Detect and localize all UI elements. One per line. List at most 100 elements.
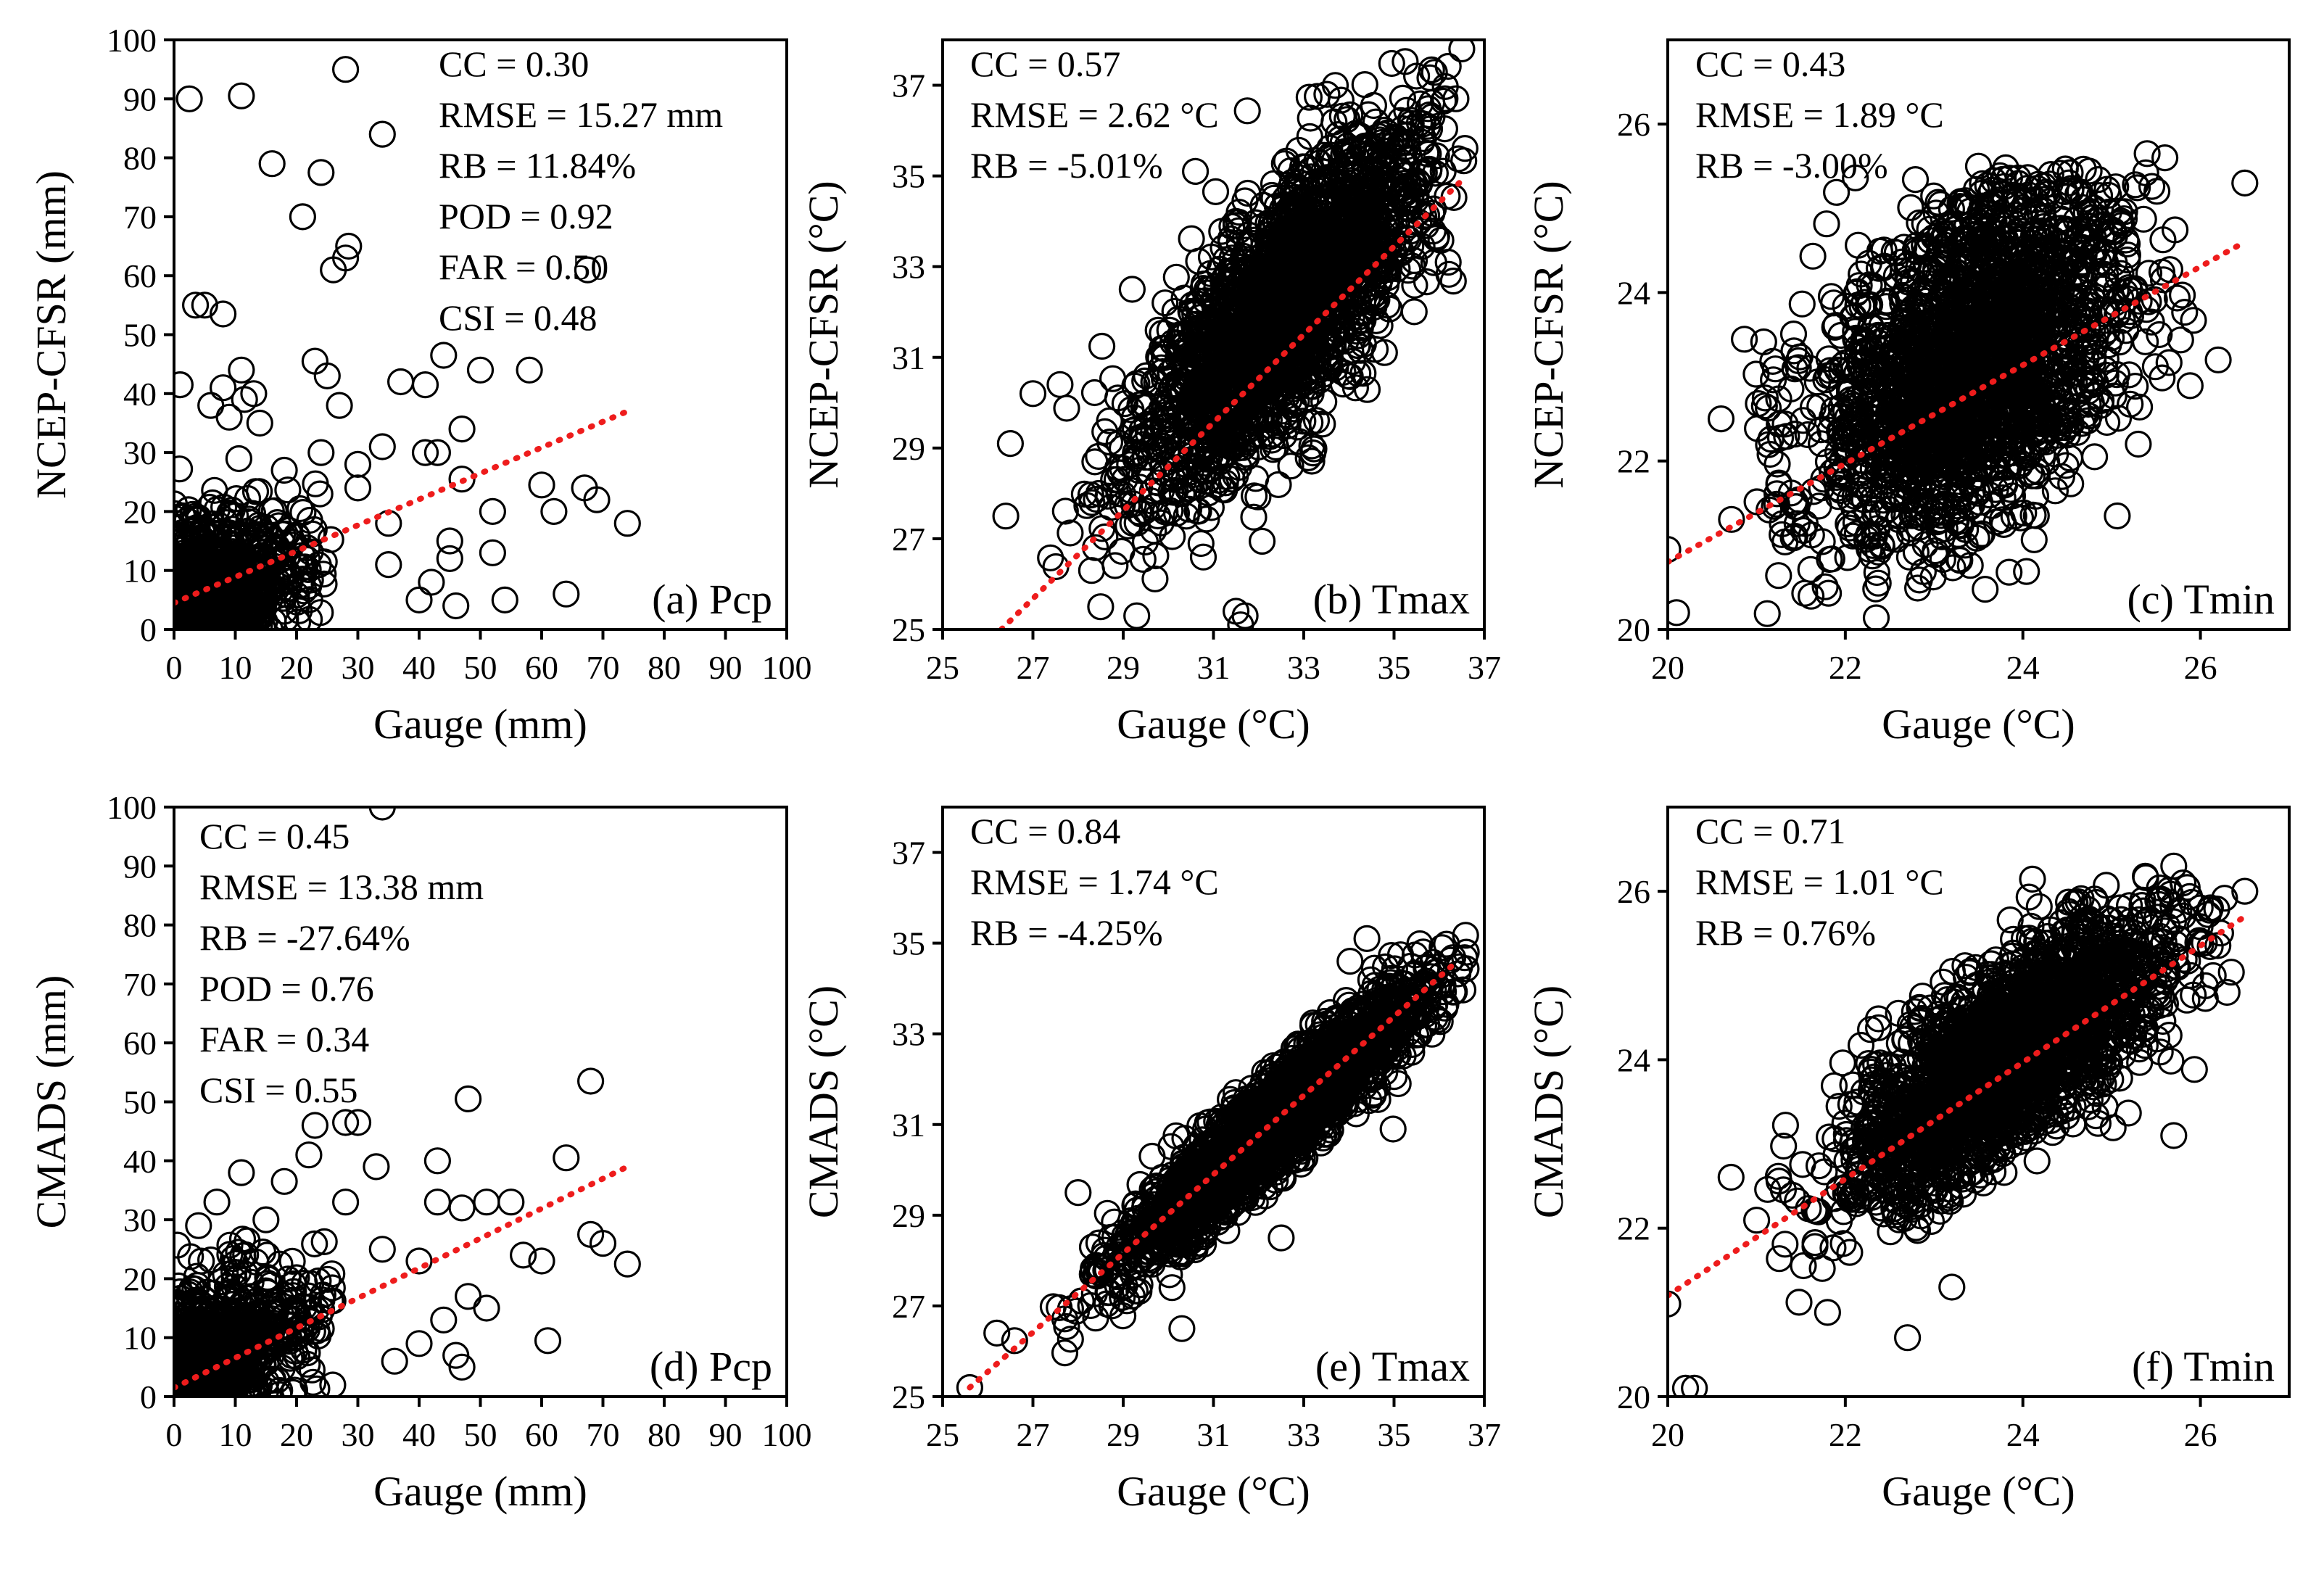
- data-point: [1414, 112, 1442, 140]
- data-point: [2156, 256, 2183, 284]
- data-point: [1123, 602, 1151, 629]
- data-point: [1188, 441, 1215, 468]
- x-tick-label: 25: [926, 649, 959, 686]
- data-point: [448, 415, 476, 443]
- data-point: [255, 579, 282, 606]
- data-point: [1252, 285, 1281, 313]
- data-point: [375, 550, 402, 579]
- data-point: [231, 386, 258, 413]
- stat-line: CC = 0.57: [970, 44, 1120, 84]
- scatter-points: [1668, 140, 2259, 629]
- data-point: [2022, 482, 2050, 510]
- data-point: [1107, 459, 1134, 487]
- data-point: [1235, 402, 1262, 429]
- plot-frame: [173, 38, 788, 631]
- data-point: [1314, 205, 1341, 233]
- data-point: [215, 403, 243, 431]
- data-point: [1248, 404, 1275, 431]
- data-point: [1221, 248, 1249, 276]
- data-point: [1320, 272, 1348, 299]
- data-point: [1389, 84, 1417, 112]
- data-point: [1303, 83, 1331, 110]
- x-tick-label: 20: [1651, 649, 1684, 686]
- data-point: [1313, 80, 1341, 108]
- data-point: [516, 356, 543, 384]
- data-point: [1159, 466, 1188, 493]
- data-point: [1088, 332, 1116, 360]
- data-point: [1370, 170, 1398, 197]
- data-point: [1336, 204, 1364, 231]
- data-point: [306, 480, 334, 508]
- data-point: [1303, 347, 1331, 375]
- data-point: [175, 85, 203, 112]
- data-point: [1051, 497, 1079, 525]
- data-point: [1142, 542, 1170, 570]
- data-point: [1448, 40, 1476, 63]
- data-point: [1336, 184, 1364, 212]
- data-point: [197, 392, 225, 419]
- data-point: [1214, 371, 1242, 399]
- data-point: [258, 150, 286, 178]
- data-point: [1205, 340, 1233, 368]
- data-point: [1858, 485, 1886, 513]
- data-point: [1743, 488, 1771, 516]
- data-point: [479, 539, 507, 566]
- data-point: [2138, 173, 2166, 200]
- data-point: [1197, 385, 1225, 413]
- stat-line: POD = 0.92: [439, 196, 613, 236]
- x-tick-label: 0: [166, 649, 183, 686]
- data-point: [1939, 554, 1967, 582]
- data-point: [1304, 299, 1332, 326]
- data-point: [1287, 194, 1315, 222]
- data-point: [1234, 179, 1262, 207]
- data-point: [386, 368, 415, 396]
- data-point: [1765, 562, 1792, 590]
- data-point: [1323, 315, 1351, 343]
- x-tick-label: 60: [525, 649, 558, 686]
- data-point: [182, 292, 210, 319]
- data-point: [1100, 466, 1128, 494]
- data-point: [307, 439, 335, 466]
- data-point: [1439, 268, 1467, 295]
- data-point: [1842, 164, 1869, 191]
- data-point: [246, 478, 273, 505]
- data-point: [1297, 409, 1324, 437]
- data-point: [1731, 326, 1758, 353]
- y-tick-label: 10: [123, 553, 157, 590]
- data-point: [1431, 73, 1459, 101]
- data-point: [1401, 271, 1428, 299]
- data-point: [1233, 356, 1261, 384]
- data-point: [1904, 574, 1932, 602]
- data-point: [1178, 225, 1205, 252]
- data-point: [1126, 474, 1154, 501]
- data-point: [246, 611, 273, 629]
- x-tick-label: 70: [587, 649, 620, 686]
- data-point: [1080, 379, 1109, 407]
- data-point: [1294, 444, 1322, 472]
- data-point: [423, 439, 452, 466]
- data-point: [344, 450, 372, 479]
- y-tick-label: 40: [123, 376, 157, 413]
- data-point: [1194, 397, 1221, 424]
- data-point: [307, 159, 335, 186]
- data-point: [436, 527, 463, 555]
- data-point: [1241, 386, 1269, 414]
- data-point: [1370, 121, 1397, 149]
- data-point: [1299, 236, 1327, 263]
- data-point: [1751, 384, 1779, 412]
- data-point: [1191, 287, 1220, 315]
- data-point: [210, 300, 237, 328]
- data-point: [313, 362, 341, 390]
- data-point: [1344, 331, 1371, 360]
- data-point: [1037, 544, 1064, 571]
- data-point: [216, 499, 244, 527]
- data-point: [1249, 242, 1277, 270]
- data-point: [1761, 492, 1788, 520]
- data-point: [1394, 257, 1422, 284]
- data-point: [1248, 527, 1276, 555]
- data-point: [1265, 471, 1292, 499]
- data-point: [2013, 558, 2040, 585]
- data-point: [1799, 242, 1827, 270]
- data-point: [1181, 157, 1209, 185]
